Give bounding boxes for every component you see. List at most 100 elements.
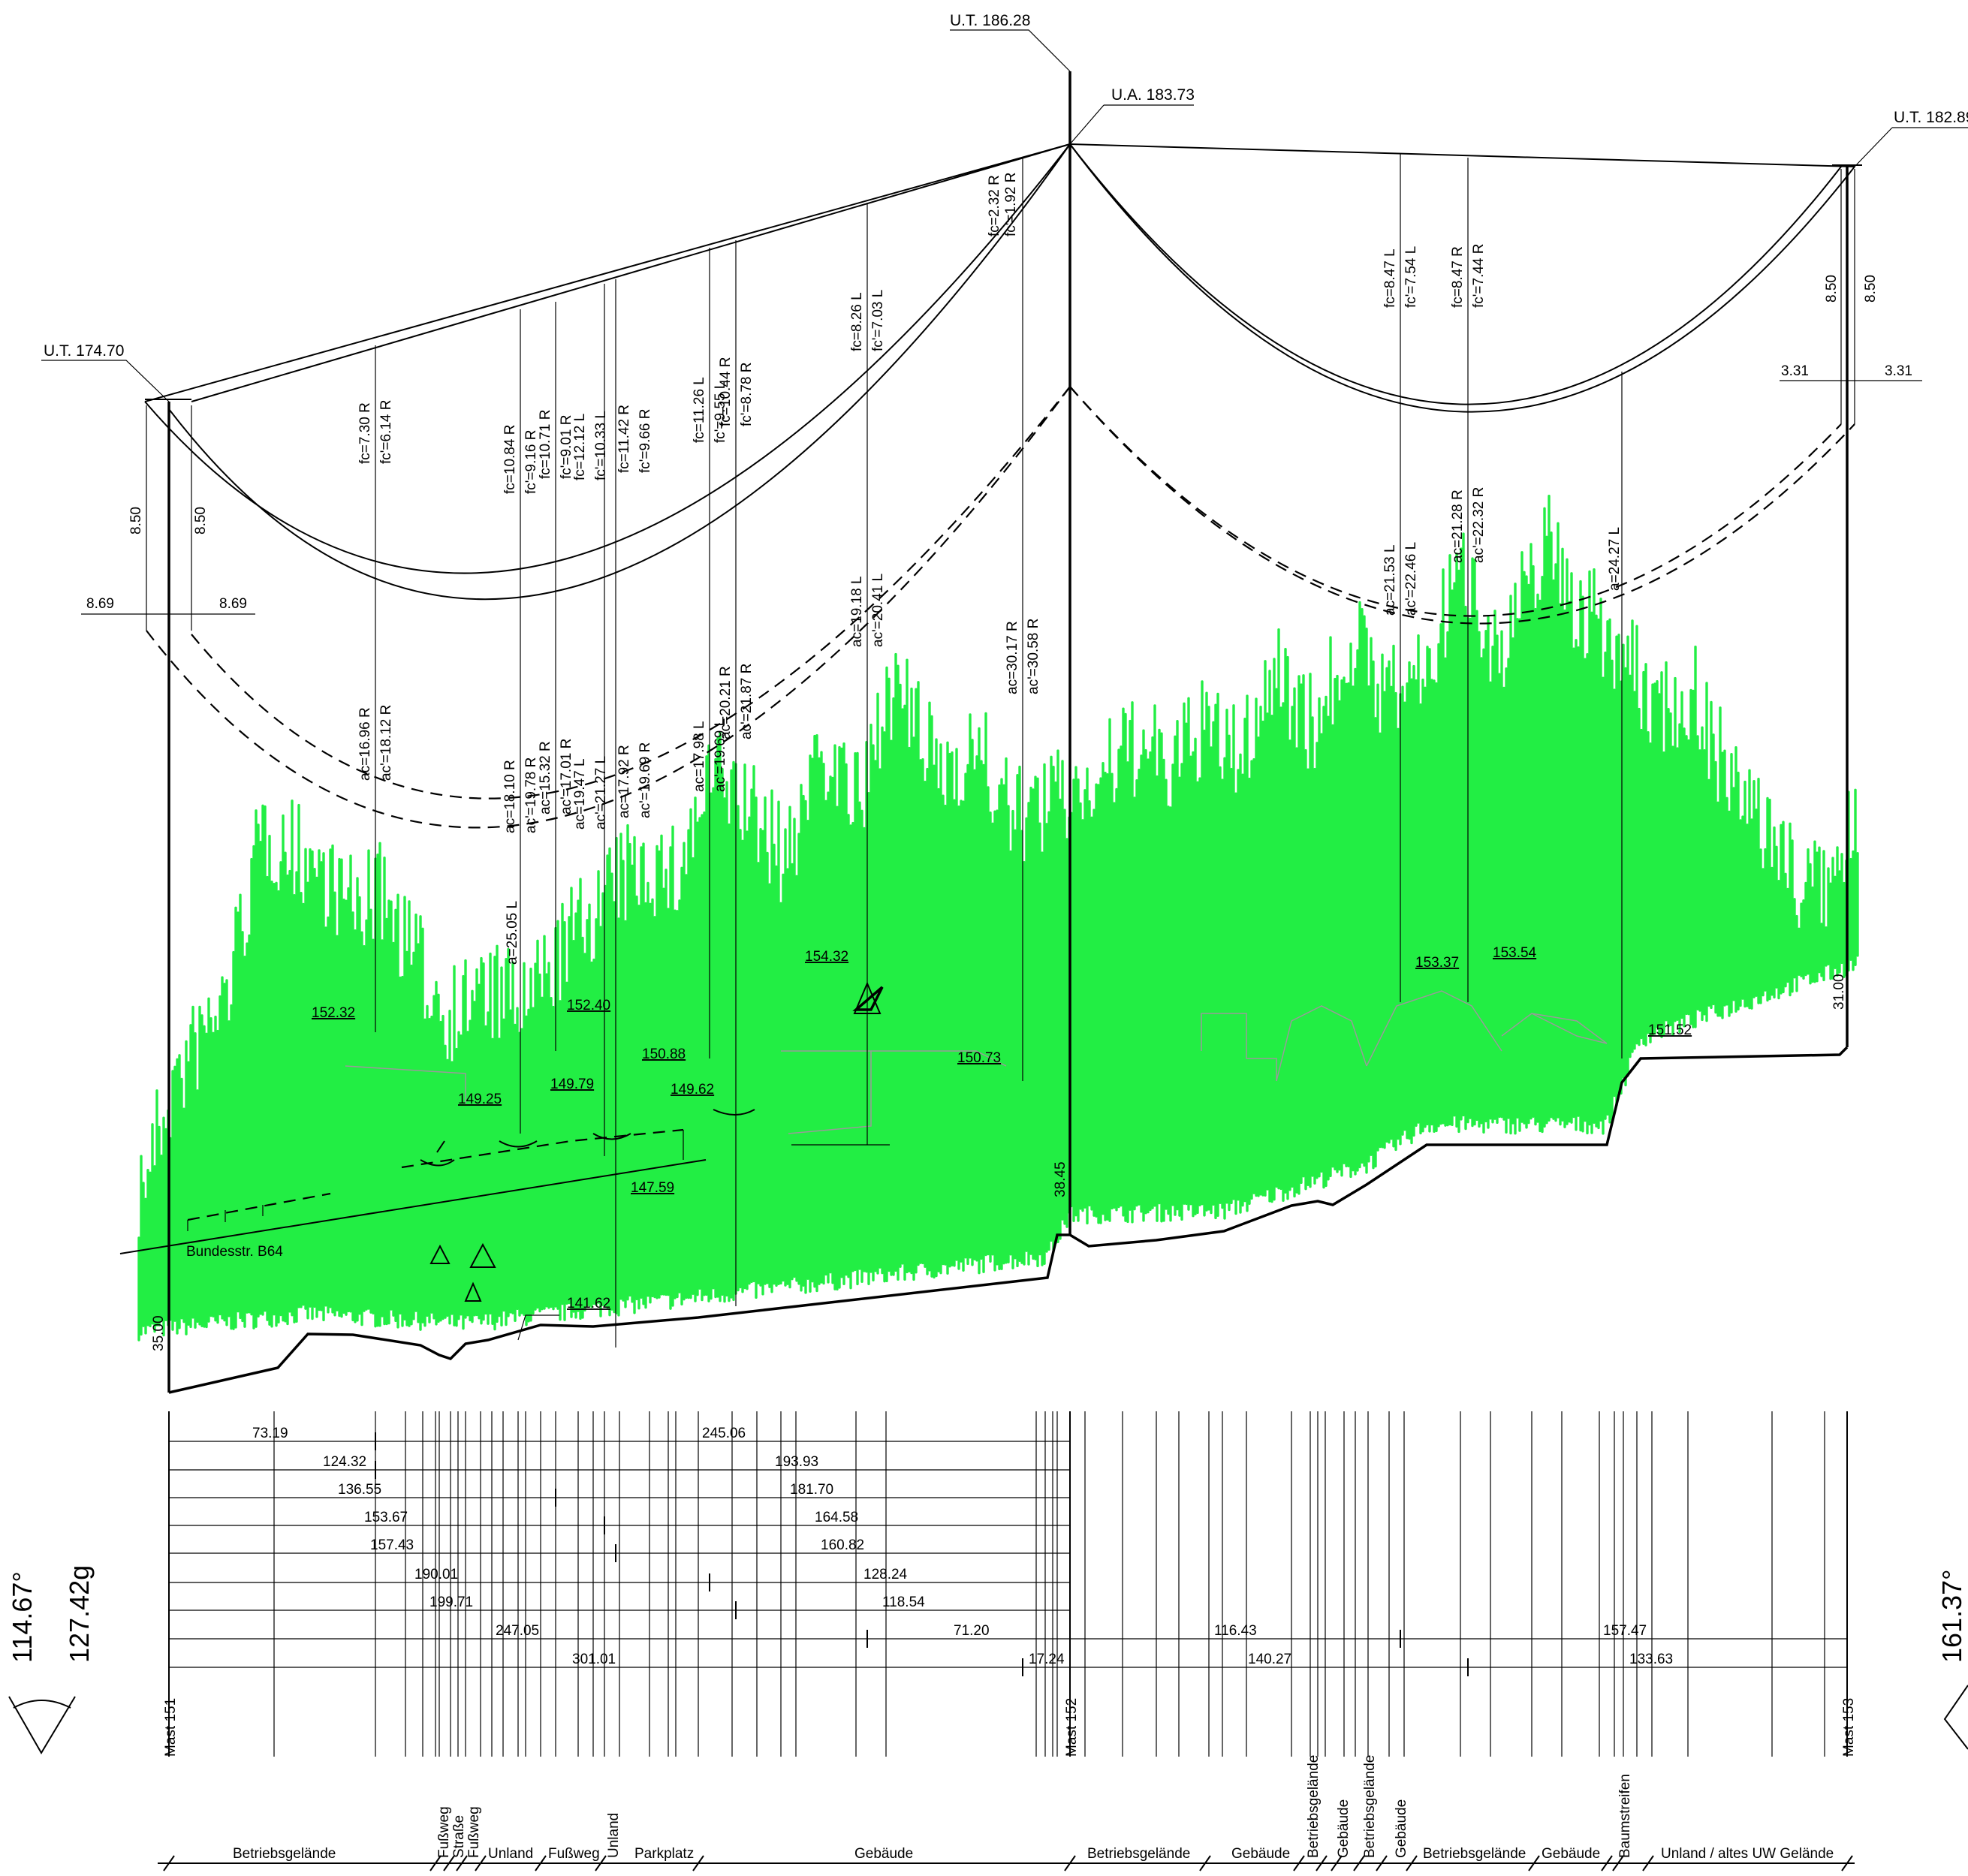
elevation-label: 152.32 — [312, 1005, 355, 1021]
left-offset-v-inner: 8.50 — [193, 507, 209, 534]
land-use-labels: Betriebsgelände Fußweg Straße Fußweg Unl… — [233, 1755, 1834, 1862]
dim-right: 118.54 — [882, 1594, 925, 1610]
land-use-label: Betriebsgelände — [1362, 1755, 1378, 1858]
road-b64 — [119, 1128, 707, 1254]
dim-right: 193.93 — [775, 1454, 818, 1470]
right-offset-h-inner: 3.31 — [1885, 363, 1912, 379]
dim-left: 301.01 — [572, 1652, 616, 1667]
land-use-label: Fußweg — [436, 1806, 452, 1858]
dim-right: 181.70 — [790, 1482, 833, 1498]
ac-prime-label: ac'=30.58 R — [1026, 619, 1041, 694]
dim-left: 140.27 — [1248, 1652, 1291, 1667]
angle-left-symbol — [8, 1696, 76, 1754]
land-use-separator — [1841, 1855, 1853, 1871]
dim-left: 247.05 — [496, 1623, 539, 1639]
ac-prime-label: ac'=19.69 L — [713, 718, 728, 792]
angle-right-degrees: 161.37° — [1936, 1569, 1967, 1663]
dim-right: 164.58 — [815, 1510, 858, 1525]
fc-label: fc=8.47 L — [1382, 248, 1398, 308]
land-use-separator — [1316, 1855, 1328, 1871]
dim-right: 245.06 — [702, 1426, 746, 1441]
land-use-label: Parkplatz — [634, 1846, 694, 1862]
land-use-separator — [1293, 1855, 1305, 1871]
ac-label: ac=19.18 L — [849, 576, 865, 647]
dim-right: 128.24 — [863, 1567, 908, 1582]
ac-prime-label: ac'=22.32 R — [1471, 487, 1487, 563]
elevation-label: 153.54 — [1493, 945, 1537, 961]
mast-153-label: Mast 153 — [1841, 1698, 1857, 1757]
fc-prime-label: fc'=10.33 L — [593, 411, 609, 480]
left-offset-h-inner: 8.69 — [219, 596, 247, 612]
angle-right-symbol — [1943, 1685, 1968, 1750]
left-offset-h-outer: 8.69 — [86, 596, 114, 612]
sag-labels: fc=7.30 R fc'=6.14 R fc=10.84 R fc'=9.16… — [357, 173, 1487, 494]
ac-prime-label: ac'=19.78 R — [523, 757, 539, 833]
right-offset-v-inner: 8.50 — [1863, 275, 1879, 303]
clearance-labels: ac=16.96 R ac'=18.12 R ac=18.10 R ac'=19… — [357, 487, 1623, 965]
land-use-label: Betriebsgelände — [1306, 1755, 1322, 1858]
dim-right: 160.82 — [821, 1537, 864, 1553]
elevation-label: 151.52 — [1648, 1022, 1692, 1038]
ac-label: ac=21.53 L — [1382, 544, 1398, 616]
fc-prime-label: fc'=7.44 R — [1471, 244, 1487, 308]
fc-label: fc=2.32 R — [987, 175, 1002, 236]
building-outlines — [345, 990, 1608, 1134]
ac-label: ac=20.21 R — [718, 666, 734, 739]
fc-label: fc=10.44 R — [718, 357, 734, 426]
dim-left: 116.43 — [1214, 1623, 1257, 1639]
ac-prime-label: ac'=21.87 R — [739, 664, 755, 739]
road-label: Bundesstr. B64 — [186, 1244, 283, 1260]
angle-left-degrees: 114.67° — [7, 1571, 38, 1663]
dimension-rows — [169, 1432, 1847, 1676]
land-use-label: Betriebsgelände — [1087, 1846, 1190, 1862]
land-use-label: Baumstreifen — [1617, 1774, 1633, 1858]
elevation-label: 153.37 — [1415, 955, 1459, 971]
ac-label: ac=17.98 L — [692, 721, 707, 792]
tower-152-height: 38.45 — [1053, 1161, 1068, 1197]
land-use-separator — [429, 1855, 442, 1871]
dim-right: 157.47 — [1603, 1623, 1647, 1639]
elevation-labels: 152.32 152.40 149.25 149.79 150.88 149.6… — [312, 945, 1692, 1311]
land-use-separator — [535, 1855, 547, 1871]
land-use-label: Straße — [451, 1815, 467, 1858]
land-use-separator — [1528, 1855, 1540, 1871]
tower-mast-153 — [1780, 164, 1922, 1047]
elevation-label: 150.88 — [642, 1046, 686, 1062]
dim-right: 133.63 — [1629, 1652, 1673, 1667]
land-use-label: Fußweg — [466, 1806, 482, 1858]
tower-152-ut-label: U.T. 186.28 — [950, 12, 1030, 29]
land-use-label: Betriebsgelände — [1423, 1846, 1526, 1862]
fc-prime-label: fc'=7.03 L — [870, 290, 886, 351]
land-use-label: Gebäude — [1394, 1799, 1409, 1858]
fc-label: fc=10.84 R — [502, 425, 518, 494]
dim-right: 17.24 — [1029, 1652, 1065, 1667]
elevation-label: 147.59 — [631, 1180, 674, 1196]
elevation-label: 154.32 — [805, 949, 848, 965]
ac-label: ac=21.28 R — [1450, 489, 1466, 563]
ac-prime-label: ac'=18.12 R — [378, 705, 394, 781]
dim-left: 124.32 — [323, 1454, 366, 1470]
land-use-label: Fußweg — [548, 1846, 600, 1862]
land-use-label: Gebäude — [1542, 1846, 1600, 1862]
ac-label: ac=16.96 R — [357, 707, 373, 781]
elevation-label: 141.62 — [567, 1296, 610, 1311]
elevation-label: 152.40 — [567, 998, 610, 1013]
dim-left: 153.67 — [364, 1510, 408, 1525]
tower-152-ua-label: U.A. 183.73 — [1111, 86, 1195, 104]
a-label: a=25.05 L — [505, 901, 520, 965]
right-offset-v-outer: 8.50 — [1824, 275, 1840, 303]
ac-prime-label: ac'=21.27 L — [593, 756, 609, 830]
land-use-label: Gebäude — [1231, 1846, 1290, 1862]
land-use-label: Betriebsgelände — [233, 1846, 336, 1862]
fc-prime-label: fc'=8.78 R — [739, 363, 755, 426]
ac-label: ac=15.32 R — [538, 741, 553, 815]
land-use-separator — [475, 1855, 487, 1871]
ac-prime-label: ac'=20.41 L — [870, 574, 886, 647]
elevation-label: 149.62 — [671, 1082, 714, 1098]
fc-prime-label: fc'=9.55 L — [713, 381, 728, 443]
land-use-separator — [595, 1855, 607, 1871]
fc-prime-label: fc'=6.14 R — [378, 400, 394, 464]
mast-151-label: Mast 151 — [163, 1698, 179, 1757]
land-use-separator — [456, 1855, 468, 1871]
